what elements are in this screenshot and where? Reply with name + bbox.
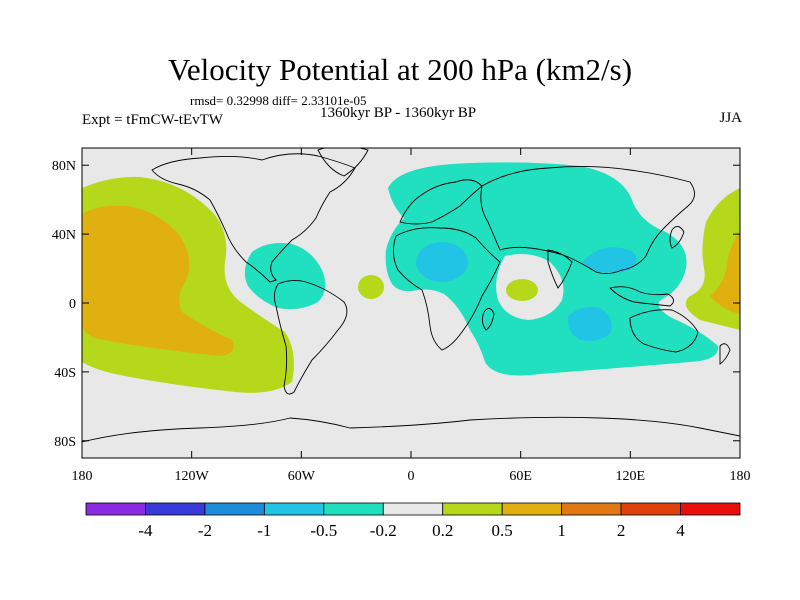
madagascar-coastline <box>481 308 495 331</box>
colorbar-swatch <box>204 502 265 516</box>
chart-title: Velocity Potential at 200 hPa (km2/s) <box>167 52 633 87</box>
colorbar-label: 4 <box>676 521 685 540</box>
x-tick-label: 60E <box>509 469 532 484</box>
indonesia-coastline <box>609 286 674 307</box>
central-america-negative-region <box>244 243 326 310</box>
period-label: 1360kyr BP - 1360kyr BP <box>320 105 477 121</box>
west-pacific-strong-positive-region <box>710 232 740 314</box>
south-america-coastline <box>273 279 348 395</box>
africa-strong-negative-region <box>416 242 468 282</box>
antarctica-coastline <box>82 416 740 443</box>
x-tick-label: 120W <box>175 469 210 484</box>
new-zealand-coastline <box>719 343 731 365</box>
pacific-strong-positive-region <box>82 205 234 356</box>
greenland-coastline <box>317 148 369 177</box>
colorbar-swatch <box>85 502 146 516</box>
north-america-coastline <box>151 153 356 283</box>
colorbar-label: -0.5 <box>310 521 337 540</box>
japan-coastline <box>669 226 685 249</box>
colorbar-label: 1 <box>557 521 566 540</box>
x-tick-label: 120E <box>616 469 646 484</box>
colorbar-label: -2 <box>198 521 212 540</box>
colorbar-label: 0.5 <box>492 521 513 540</box>
colorbar-label: -0.2 <box>370 521 397 540</box>
colorbar-swatch <box>501 502 563 516</box>
y-tick-label: 40S <box>54 366 76 381</box>
x-tick-label: 180 <box>72 469 93 484</box>
africa-coastline <box>393 227 501 351</box>
colorbar-swatch <box>263 502 325 516</box>
y-tick-label: 80S <box>54 435 76 450</box>
colorbar-swatch <box>620 502 681 516</box>
x-tick-label: 0 <box>408 469 415 484</box>
australia-coastline <box>629 309 699 353</box>
asia-coastline <box>480 165 695 275</box>
colorbar-label: 0.2 <box>432 521 453 540</box>
south-indian-strong-negative-region <box>567 307 612 342</box>
colorbar-label: 2 <box>617 521 626 540</box>
stats-line: rmsd= 0.32998 diff= 2.33101e-05 <box>190 93 367 108</box>
y-tick-label: 80N <box>52 159 76 174</box>
coastlines <box>82 148 740 443</box>
colorbar-swatch <box>561 502 622 516</box>
experiment-label: Expt = tFmCW-tEvTW <box>82 112 223 128</box>
asia-strong-negative-region <box>582 247 637 273</box>
x-tick-label: 60W <box>288 469 316 484</box>
colorbar-swatch <box>680 502 741 516</box>
colorbar-label: -4 <box>138 521 153 540</box>
y-tick-label: 40N <box>52 228 76 243</box>
colorbar-swatch <box>145 502 206 516</box>
colorbar-swatch <box>323 502 384 516</box>
x-tick-label: 180 <box>730 469 751 484</box>
axis-ticks: 80N 40N 0 40S 80S 180 120W 60W 0 60E 120E 180 <box>52 148 751 484</box>
india-coastline <box>547 249 573 289</box>
colorbar: -4 -2 -1 -0.5 -0.2 0.2 0.5 1 2 4 <box>85 502 741 540</box>
season-label: JJA <box>719 110 742 126</box>
colorbar-swatch <box>382 502 444 516</box>
y-tick-label: 0 <box>69 297 76 312</box>
atlantic-positive-region <box>358 275 384 299</box>
indian-ocean-positive-region <box>506 279 538 301</box>
colorbar-swatch <box>442 502 503 516</box>
colorbar-label: -1 <box>257 521 271 540</box>
